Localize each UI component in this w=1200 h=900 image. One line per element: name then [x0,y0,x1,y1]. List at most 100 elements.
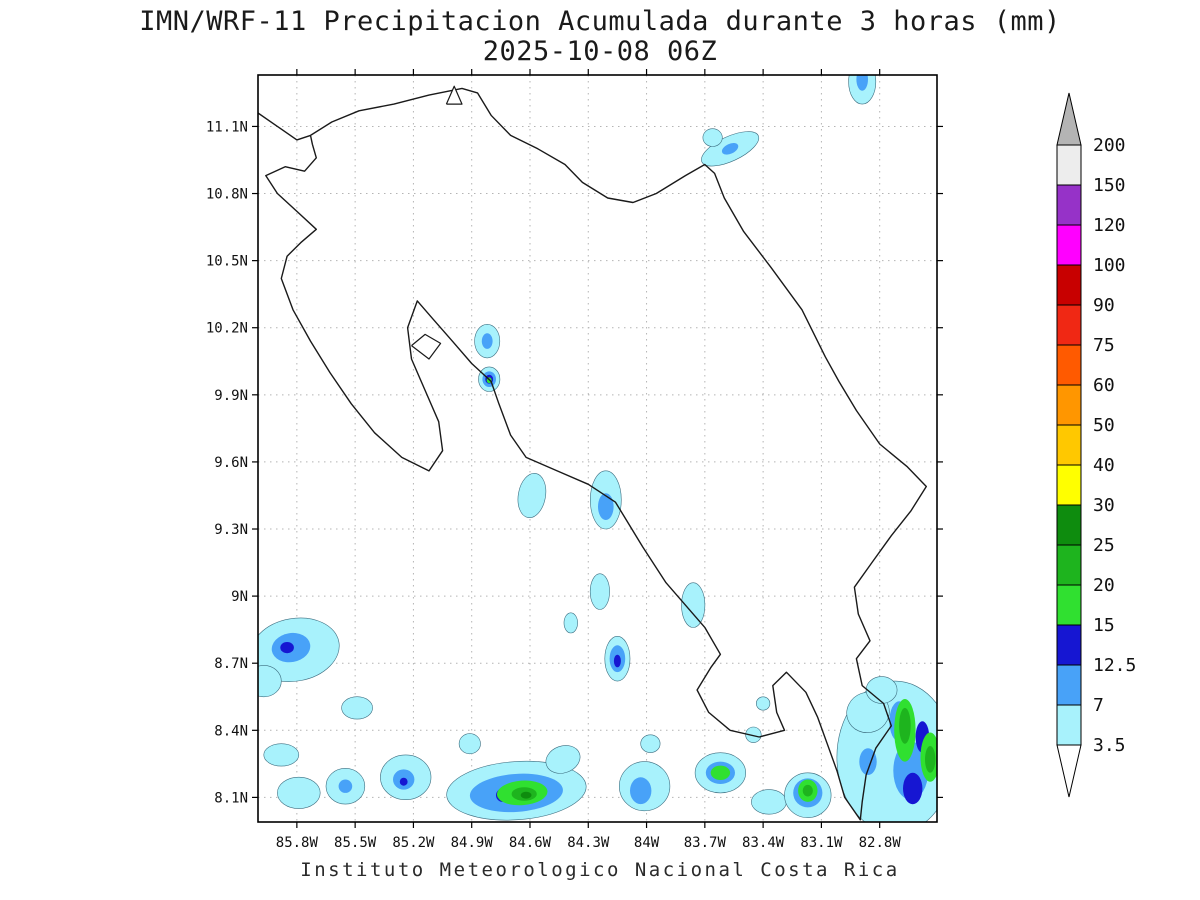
precip-blob [802,784,813,797]
colorbar-label: 3.5 [1093,735,1126,756]
precip-blob [613,654,621,668]
colorbar-label: 200 [1093,135,1126,156]
map-frame [257,74,938,823]
precip-blob [263,743,300,767]
colorbar-segment [1056,664,1082,706]
colorbar-segment [1056,224,1082,266]
colorbar: 3.5 7 12.5 15 20 25 30 40 50 60 75 90 100 120 150 200 [1056,92,1136,798]
lat-tick-label: 8.7N [214,656,248,672]
lon-tick-label: 84W [634,835,660,851]
precip-blob [458,733,481,755]
lon-tick-label: 85.5W [334,835,377,851]
precip-blob [545,745,581,774]
precip-blob [702,128,723,147]
colorbar-under-arrow [1056,744,1082,798]
precip-blob [258,665,282,698]
colorbar-label: 60 [1093,375,1115,396]
lon-tick-label: 84.3W [567,835,610,851]
colorbar-label: 30 [1093,495,1115,516]
precip-blob [277,776,321,809]
coastline-path [258,87,927,821]
precip-blob [755,696,771,711]
colorbar-label: 40 [1093,455,1115,476]
precip-blob [899,707,911,744]
colorbar-label: 50 [1093,415,1115,436]
lake-islet-outline [445,85,463,105]
footer-caption: Instituto Meteorologico Nacional Costa R… [300,859,899,881]
colorbar-label: 25 [1093,535,1115,556]
lon-tick-label: 84.6W [509,835,552,851]
precip-blob [710,765,731,780]
colorbar-segment [1056,304,1082,346]
colorbar-segment [1056,144,1082,186]
colorbar-label: 100 [1093,255,1126,276]
precip-blob [856,75,868,91]
lat-tick-label: 11.1N [206,119,248,135]
colorbar-label: 12.5 [1093,655,1136,676]
lat-tick-label: 9.3N [214,522,248,538]
colorbar-label: 7 [1093,695,1104,716]
colorbar-segment [1056,704,1082,746]
colorbar-segment [1056,344,1082,386]
lat-tick-label: 8.4N [214,723,248,739]
colorbar-label: 90 [1093,295,1115,316]
precip-blob [903,772,923,805]
grid-layer [258,75,937,822]
precip-blob [859,748,877,775]
colorbar-label: 150 [1093,175,1126,196]
lon-tick-label: 82.8W [859,835,902,851]
precip-blob [751,789,787,815]
precip-blob [925,746,936,773]
precip-blob [640,734,661,753]
precip-blob [338,779,353,793]
lon-tick-label: 85.8W [276,835,319,851]
precip-blob [865,676,898,704]
colorbar-segment [1056,184,1082,226]
colorbar-segment [1056,544,1082,586]
colorbar-segment [1056,624,1082,666]
colorbar-over-arrow [1056,92,1082,146]
precipitation-shading-layer [258,75,937,822]
lon-tick-label: 85.2W [392,835,435,851]
lat-tick-label: 8.1N [214,790,248,806]
colorbar-label: 120 [1093,215,1126,236]
lat-tick-label: 10.2N [206,321,248,337]
colorbar-segment [1056,424,1082,466]
colorbar-segment [1056,464,1082,506]
colorbar-segment [1056,584,1082,626]
precip-blob [589,573,610,610]
precip-blob [721,143,739,155]
precip-blob [563,612,578,634]
lon-tick-label: 83.4W [742,835,785,851]
precip-blob [399,777,408,786]
lat-tick-label: 9.6N [214,455,248,471]
map-subtitle: 2025-10-08 06Z [483,36,718,67]
precip-blob [681,582,706,628]
coastline-layer [258,85,927,821]
lat-tick-label: 10.5N [206,254,248,270]
precip-blob [630,777,652,805]
precip-blob [745,726,762,743]
map-title: IMN/WRF-11 Precipitacion Acumulada duran… [139,6,1061,37]
precip-blob [280,642,294,654]
lon-tick-label: 83.1W [800,835,843,851]
colorbar-segment [1056,264,1082,306]
precip-blob [481,333,493,349]
colorbar-label: 20 [1093,575,1115,596]
lon-tick-label: 84.9W [451,835,494,851]
axis-ticks-layer: 85.8W 85.5W 85.2W 84.9W 84.6W 84.3W 84W 83.7W 83… [206,69,943,851]
precip-blob [341,696,373,720]
lat-tick-label: 10.8N [206,187,248,203]
precip-blob [598,493,614,520]
colorbar-label: 15 [1093,615,1115,636]
precip-blob [517,473,547,518]
chira-island-outline [411,333,442,360]
lon-tick-label: 83.7W [684,835,727,851]
lat-tick-label: 9N [231,589,248,605]
colorbar-label: 75 [1093,335,1115,356]
precip-blob [520,791,532,799]
colorbar-segment [1056,504,1082,546]
